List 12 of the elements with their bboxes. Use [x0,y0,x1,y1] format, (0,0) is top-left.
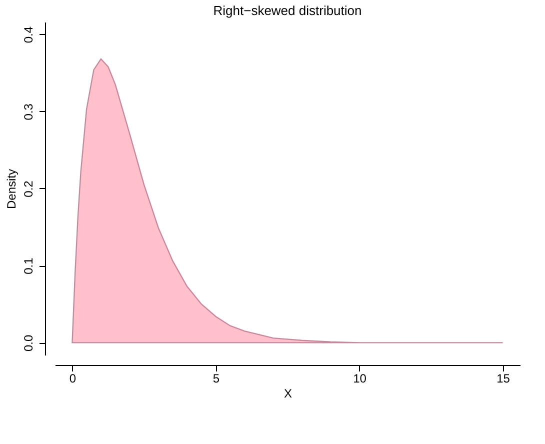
y-tick-label: 0.0 [22,334,36,352]
x-axis-title: X [284,386,292,400]
y-tick-label: 0.1 [22,257,36,274]
x-tick-label: 0 [69,372,76,386]
x-tick-label: 10 [353,372,367,386]
y-tick-label: 0.3 [22,103,36,120]
y-tick-label: 0.2 [22,180,36,198]
chart-title: Right−skewed distribution [213,3,362,18]
x-tick-label: 15 [496,372,510,386]
x-tick-label: 5 [212,372,220,386]
y-axis-title: Density [4,168,18,210]
y-tick-label: 0.4 [22,26,36,44]
